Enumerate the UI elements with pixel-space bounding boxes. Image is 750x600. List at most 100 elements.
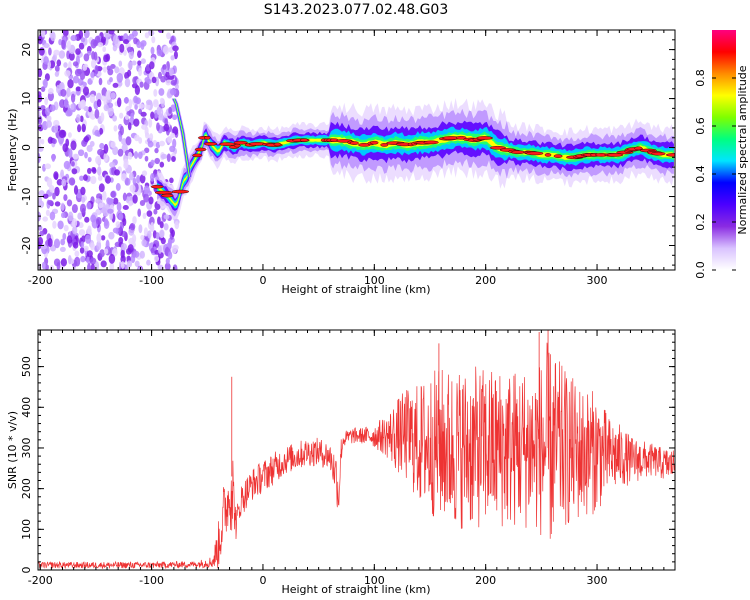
noise-cell [108,253,116,264]
noise-cell [42,78,48,89]
noise-cell [137,60,142,66]
noise-cell [115,183,121,191]
noise-cell [104,218,109,227]
ridge-peak [204,135,211,140]
noise-cell [170,79,177,86]
noise-cell [108,231,115,240]
noise-cell [105,175,111,184]
noise-cell [43,56,49,65]
noise-cell [139,200,146,206]
noise-cell [105,239,110,250]
noise-cell [150,159,155,166]
noise-cell [66,40,71,51]
noise-cell [38,137,42,145]
noise-cell [150,247,155,254]
noise-cell [60,88,67,97]
noise-cell [86,202,92,210]
noise-cell [96,233,102,243]
noise-cell [107,208,114,214]
noise-cell [70,140,77,151]
noise-cell [45,120,53,128]
noise-cell [103,54,109,63]
noise-cell [123,97,130,104]
y-tick-label: 500 [20,356,33,377]
noise-cell [169,177,174,184]
noise-cell [140,58,146,64]
noise-cell [171,245,178,254]
noise-cell [47,87,54,95]
noise-cell [70,35,77,42]
x-tick-label: -100 [139,574,164,587]
noise-cell [162,45,170,55]
noise-cell [132,234,137,244]
noise-cell [49,104,56,112]
snr-series [38,330,675,570]
noise-cell [140,42,145,50]
noise-cell [110,92,116,99]
noise-cell [154,147,159,154]
noise-cell [154,157,161,165]
noise-cell [117,148,124,157]
noise-cell [127,151,133,160]
noise-cell [41,30,46,38]
noise-cell [47,91,55,102]
noise-cell [137,151,143,159]
noise-cell [38,153,41,163]
noise-cell [38,110,41,118]
noise-cell [77,212,83,220]
ridge-peak [423,140,439,145]
noise-cell [146,210,153,217]
noise-cell [51,153,56,162]
noise-cell [138,103,145,109]
x-tick-label: 100 [364,574,385,587]
noise-cell [72,75,80,84]
ridge-peak [544,153,552,157]
noise-cell [132,194,138,204]
noise-cell [83,135,90,143]
x-tick-label: 0 [259,274,266,287]
noise-cell [58,129,66,139]
noise-cell [46,177,53,188]
noise-cell [100,112,105,122]
noise-cell [168,67,174,77]
noise-cell [134,260,140,267]
noise-cell [159,221,164,229]
noise-cell [148,196,154,205]
noise-cell [98,183,105,193]
y-tick-label: -10 [20,188,33,206]
ridge-peak [299,138,309,142]
noise-cell [158,71,162,79]
noise-cell [63,98,69,109]
noise-cell [118,60,123,67]
noise-cell [107,102,114,108]
y-tick-label: 300 [20,437,33,458]
noise-cell [135,97,141,105]
noise-cell [112,115,117,122]
noise-cell [54,201,61,207]
ridge-band [157,131,674,208]
noise-cell [42,193,49,199]
noise-cell [63,160,71,170]
noise-cell [144,32,150,39]
noise-cell [103,152,109,162]
noise-cell [68,177,76,186]
noise-cell [60,169,64,178]
noise-cell [109,161,116,168]
noise-cell [110,141,116,149]
noise-cell [131,60,137,66]
noise-cell [90,242,95,251]
noise-cell [128,200,133,207]
colorbar-label: Normalized spectral amplitude [736,65,749,234]
noise-cell [87,167,92,174]
noise-cell [121,243,127,251]
noise-cell [141,170,148,177]
noise-cell [136,41,142,49]
x-tick-label: 300 [587,574,608,587]
noise-cell [109,76,113,83]
noise-cell [164,262,171,270]
snr-x-ticks: -200 -100 0 100 200 300 [28,330,676,587]
noise-cell [166,32,171,40]
noise-cell [78,42,85,50]
noise-cell [81,196,86,203]
ridge-peak [553,154,563,158]
